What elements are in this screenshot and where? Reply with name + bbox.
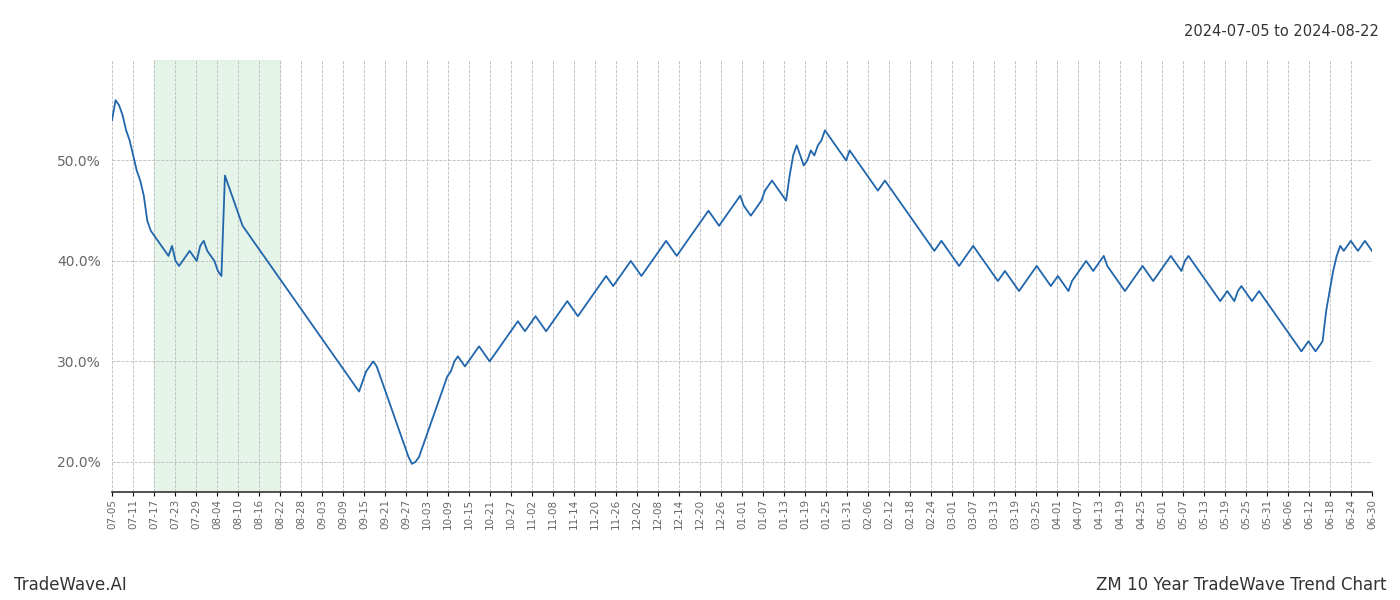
Bar: [154, 60, 280, 492]
Text: 2024-07-05 to 2024-08-22: 2024-07-05 to 2024-08-22: [1184, 24, 1379, 39]
Text: ZM 10 Year TradeWave Trend Chart: ZM 10 Year TradeWave Trend Chart: [1095, 576, 1386, 594]
Text: TradeWave.AI: TradeWave.AI: [14, 576, 127, 594]
